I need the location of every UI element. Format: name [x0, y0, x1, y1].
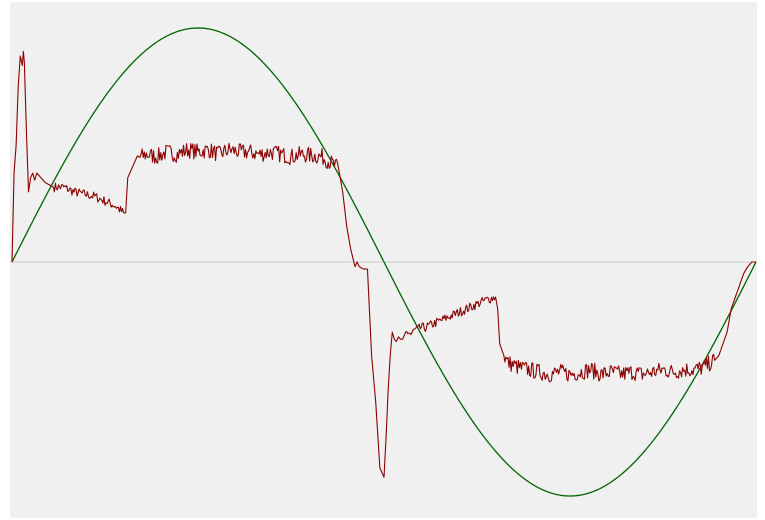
- series-sine-line: [11, 27, 757, 497]
- series-signal-line: [11, 50, 756, 478]
